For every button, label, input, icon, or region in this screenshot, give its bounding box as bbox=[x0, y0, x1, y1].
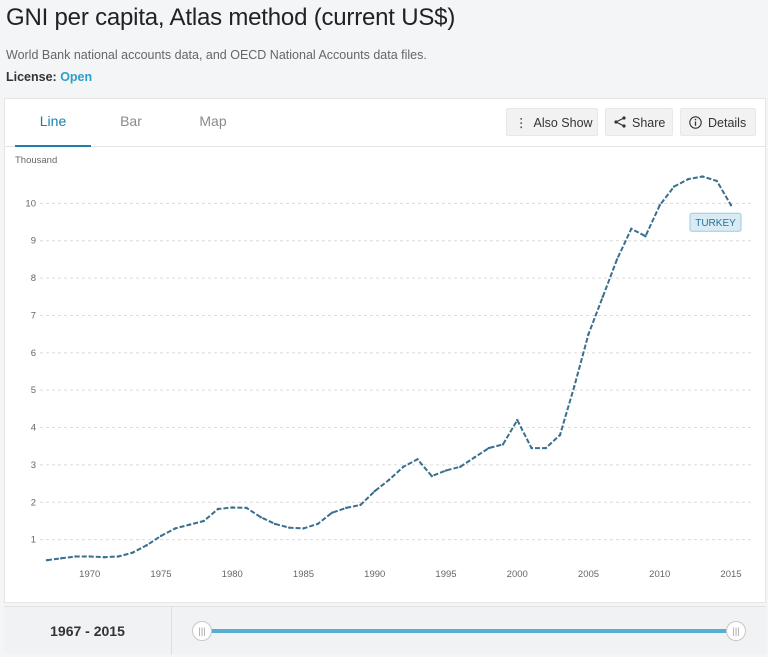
data-point bbox=[359, 503, 362, 507]
data-point bbox=[259, 516, 262, 519]
line-chart: Thousand 1 2 3 4 5 6 7 8 9 10 1970 1975 1980 1985 1990 1… bbox=[15, 155, 752, 580]
data-point bbox=[145, 544, 148, 547]
data-point bbox=[430, 474, 433, 478]
data-point bbox=[473, 456, 476, 459]
y-tick-label: 10 bbox=[25, 198, 36, 209]
y-tick-label: 8 bbox=[31, 273, 36, 284]
data-point bbox=[687, 177, 690, 181]
x-tick-label: 2000 bbox=[507, 569, 528, 580]
data-point bbox=[402, 465, 405, 468]
data-point bbox=[373, 489, 376, 493]
share-icon bbox=[614, 109, 626, 137]
page-title: GNI per capita, Atlas method (current US… bbox=[6, 4, 456, 31]
data-point bbox=[530, 446, 533, 450]
data-point bbox=[302, 527, 305, 530]
data-point bbox=[60, 557, 63, 560]
data-point bbox=[231, 506, 234, 509]
data-point bbox=[601, 295, 604, 298]
data-point bbox=[245, 506, 248, 510]
data-point bbox=[487, 446, 490, 450]
also-show-button[interactable]: ⋮ Also Show bbox=[506, 108, 598, 136]
data-point bbox=[159, 534, 163, 538]
x-tick-label: 1995 bbox=[435, 569, 456, 580]
data-point bbox=[416, 458, 419, 461]
data-point bbox=[715, 179, 718, 183]
data-point bbox=[117, 555, 120, 558]
details-label: Details bbox=[708, 116, 747, 130]
y-tick-label: 4 bbox=[31, 423, 36, 434]
y-unit-label: Thousand bbox=[15, 155, 57, 166]
data-point bbox=[273, 522, 277, 526]
series-label: TURKEY bbox=[695, 218, 736, 229]
share-label: Share bbox=[632, 116, 666, 130]
tab-map[interactable]: Map bbox=[199, 113, 227, 129]
license-line: License: Open bbox=[6, 70, 92, 84]
data-point bbox=[216, 507, 220, 511]
data-point bbox=[131, 551, 134, 554]
data-point bbox=[387, 478, 391, 482]
share-button[interactable]: Share bbox=[605, 108, 673, 136]
x-tick-label: 2005 bbox=[578, 569, 599, 580]
data-point bbox=[345, 506, 348, 510]
data-point bbox=[501, 443, 505, 446]
data-point bbox=[573, 385, 576, 388]
details-button[interactable]: Details bbox=[680, 108, 756, 136]
x-tick-label: 2015 bbox=[720, 569, 741, 580]
also-show-label: Also Show bbox=[533, 116, 593, 130]
data-point bbox=[174, 527, 177, 530]
range-end-handle[interactable]: ||| bbox=[726, 621, 746, 641]
data-point bbox=[330, 511, 334, 514]
source-note: World Bank national accounts data, and O… bbox=[6, 48, 427, 62]
x-tick-label: 2010 bbox=[649, 569, 670, 580]
data-point bbox=[644, 235, 647, 238]
data-point bbox=[74, 555, 77, 558]
y-tick-label: 2 bbox=[31, 497, 36, 508]
data-point bbox=[558, 433, 562, 437]
info-icon bbox=[689, 109, 702, 137]
data-point bbox=[316, 522, 319, 526]
license-label: License: bbox=[6, 70, 57, 84]
data-point bbox=[202, 519, 205, 523]
y-tick-label: 6 bbox=[31, 348, 36, 359]
data-point bbox=[544, 446, 547, 450]
data-point bbox=[701, 175, 704, 178]
y-tick-label: 9 bbox=[31, 236, 36, 247]
data-point bbox=[615, 258, 619, 261]
data-point bbox=[102, 555, 106, 559]
tab-line[interactable]: Line bbox=[15, 99, 91, 147]
x-tick-label: 1985 bbox=[293, 569, 314, 580]
data-point bbox=[88, 555, 91, 558]
tab-bar[interactable]: Bar bbox=[120, 113, 142, 129]
range-slider-track[interactable] bbox=[200, 629, 738, 633]
data-point bbox=[459, 465, 462, 468]
chart-card: Line Bar Map ⋮ Also Show Share bbox=[4, 98, 766, 603]
y-tick-label: 5 bbox=[31, 385, 36, 396]
more-vertical-icon: ⋮ bbox=[515, 116, 528, 130]
x-tick-label: 1970 bbox=[79, 569, 100, 580]
range-start-handle[interactable]: ||| bbox=[192, 621, 212, 641]
range-footer: 1967 - 2015 ||| ||| bbox=[4, 606, 766, 655]
range-label: 1967 - 2015 bbox=[4, 607, 172, 655]
data-point bbox=[729, 204, 733, 207]
chart-tabs: Line Bar Map ⋮ Also Show Share bbox=[5, 99, 765, 147]
x-tick-label: 1975 bbox=[150, 569, 171, 580]
data-point bbox=[672, 185, 676, 188]
license-link[interactable]: Open bbox=[60, 70, 93, 84]
data-point bbox=[630, 227, 633, 230]
data-point bbox=[587, 332, 590, 336]
series-label-box bbox=[689, 212, 742, 232]
y-tick-label: 3 bbox=[31, 460, 36, 471]
data-point bbox=[516, 418, 519, 422]
data-point bbox=[188, 523, 191, 526]
data-point bbox=[288, 526, 291, 529]
x-tick-label: 1980 bbox=[222, 569, 243, 580]
data-point bbox=[658, 204, 661, 207]
data-point bbox=[45, 558, 49, 562]
y-tick-label: 7 bbox=[31, 310, 36, 321]
data-point bbox=[444, 469, 448, 472]
y-tick-label: 1 bbox=[31, 535, 36, 546]
x-tick-label: 1990 bbox=[364, 569, 385, 580]
